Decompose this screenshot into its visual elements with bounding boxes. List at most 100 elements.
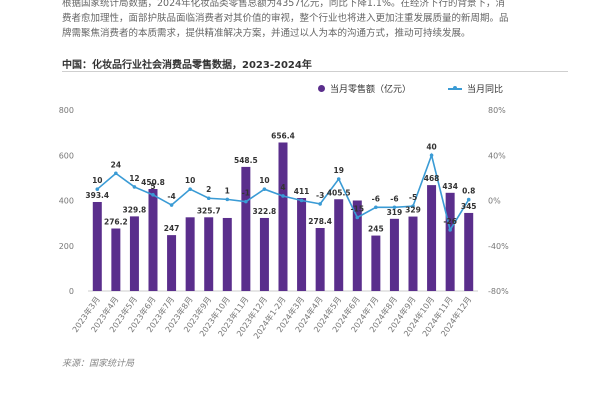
yoy-value-label: 5: [150, 182, 155, 191]
yoy-value-label: -1: [242, 189, 250, 198]
bar-value-label: 434: [442, 182, 458, 191]
yoy-point: [429, 153, 434, 158]
y-tick-label: 400: [59, 197, 74, 206]
yoy-point: [244, 199, 248, 204]
yoy-point: [318, 202, 322, 206]
y-tick-label: 0: [69, 287, 74, 296]
bar: [129, 216, 139, 291]
bar: [167, 235, 177, 291]
bar-value-label: 329: [405, 206, 421, 215]
yoy-value-label: -6: [390, 194, 398, 203]
bar-value-label: 468: [424, 174, 440, 183]
yoy-point: [169, 203, 174, 207]
bar: [315, 228, 325, 291]
bar: [111, 228, 121, 291]
legend-line-swatch: [448, 85, 462, 90]
bar-value-label: 411: [294, 187, 310, 196]
source-note: 来源：国家统计局: [62, 359, 135, 369]
bar-value-label: 322.8: [253, 207, 277, 216]
bar-value-label: 276.2: [104, 218, 128, 227]
title-divider: [62, 71, 568, 72]
yoy-value-label: 19: [333, 166, 343, 175]
legend-bar-swatch: [318, 85, 325, 92]
yoy-value-label: -26: [443, 217, 457, 226]
yoy-point: [299, 198, 304, 203]
yoy-point: [262, 187, 267, 191]
intro-line-1: 根据国家统计局数据，2024年化妆品类零售总额为4357亿元，同比下降1.1%。…: [62, 0, 505, 9]
bar: [334, 199, 344, 291]
yoy-value-label: 1: [225, 186, 230, 195]
yoy-value-label: 10: [185, 176, 195, 185]
intro-line-3: 牌需聚焦消费者的本质需求，提供精准解决方案，并通过以人为本的沟通方式，推动可持续…: [62, 28, 471, 39]
yoy-point: [466, 197, 471, 202]
y2-tick-label: 40%: [488, 151, 506, 160]
bar: [92, 201, 102, 291]
bar-value-label: 325.7: [197, 206, 221, 215]
yoy-value-label: 12: [129, 174, 139, 183]
yoy-point: [95, 187, 100, 191]
yoy-value-label: -3: [316, 191, 324, 200]
bar: [352, 200, 362, 291]
yoy-value-label: 10: [259, 176, 269, 185]
yoy-point: [392, 205, 397, 210]
yoy-value-label: 10: [92, 176, 102, 185]
bar: [297, 198, 307, 291]
bar: [259, 217, 269, 291]
bar: [408, 216, 418, 291]
bar: [222, 217, 232, 291]
bar-value-label: 548.5: [234, 156, 258, 165]
yoy-point: [188, 187, 192, 191]
bar: [204, 217, 214, 291]
bar-value-label: 278.4: [308, 217, 332, 226]
bar-value-label: 405.5: [327, 188, 351, 197]
y2-tick-label: -80%: [488, 287, 509, 296]
bar: [427, 185, 437, 291]
bar-value-label: 450.8: [141, 178, 165, 187]
yoy-value-label: -6: [372, 194, 380, 203]
yoy-point: [114, 171, 118, 176]
legend-line-label: 当月同比: [467, 85, 504, 95]
yoy-value-label: 0.8: [462, 187, 475, 196]
y2-tick-label: 0%: [488, 197, 501, 206]
y2-tick-label: 80%: [488, 106, 506, 115]
yoy-value-label: 40: [426, 142, 436, 151]
bar: [371, 235, 381, 291]
bar: [445, 192, 455, 291]
bar-value-label: 345: [461, 202, 477, 211]
yoy-point: [336, 177, 341, 181]
bar: [278, 142, 288, 291]
bar-value-label: 329.8: [123, 205, 147, 214]
bar-value-label: 245: [368, 225, 384, 234]
legend-item-line: 当月同比: [448, 82, 503, 95]
bar: [241, 166, 251, 291]
yoy-point: [448, 228, 452, 232]
yoy-point: [225, 197, 230, 202]
yoy-point: [151, 193, 155, 197]
y-tick-label: 200: [59, 242, 74, 251]
legend-item-bar: 当月零售额（亿元）: [318, 82, 411, 95]
yoy-value-label: -15: [351, 204, 365, 213]
legend-bar-label: 当月零售额（亿元）: [330, 85, 412, 95]
bar: [464, 212, 474, 291]
bar: [185, 217, 195, 291]
yoy-point: [281, 194, 285, 198]
yoy-value-label: 4: [280, 183, 285, 192]
yoy-point: [411, 204, 415, 208]
y2-tick-label: -40%: [488, 242, 509, 251]
bar-value-label: 656.4: [271, 131, 295, 140]
yoy-value-label: -5: [409, 193, 417, 202]
yoy-value-label: 2: [206, 185, 211, 194]
yoy-value-label: -4: [167, 192, 175, 201]
bar-value-label: 247: [164, 224, 180, 233]
bar: [389, 218, 399, 291]
yoy-point: [374, 205, 378, 210]
y-tick-label: 600: [59, 151, 74, 160]
intro-line-2: 费者愈加理性，面部护肤品面临消费者对其价值的审视，整个行业也将进入更加注重发展质…: [62, 13, 509, 24]
yoy-point: [355, 215, 360, 220]
y-tick-label: 800: [59, 106, 74, 115]
yoy-value-label: 24: [111, 160, 121, 169]
bar-value-label: 319: [387, 208, 403, 217]
bar-value-label: 393.4: [85, 191, 109, 200]
yoy-point: [132, 185, 137, 189]
